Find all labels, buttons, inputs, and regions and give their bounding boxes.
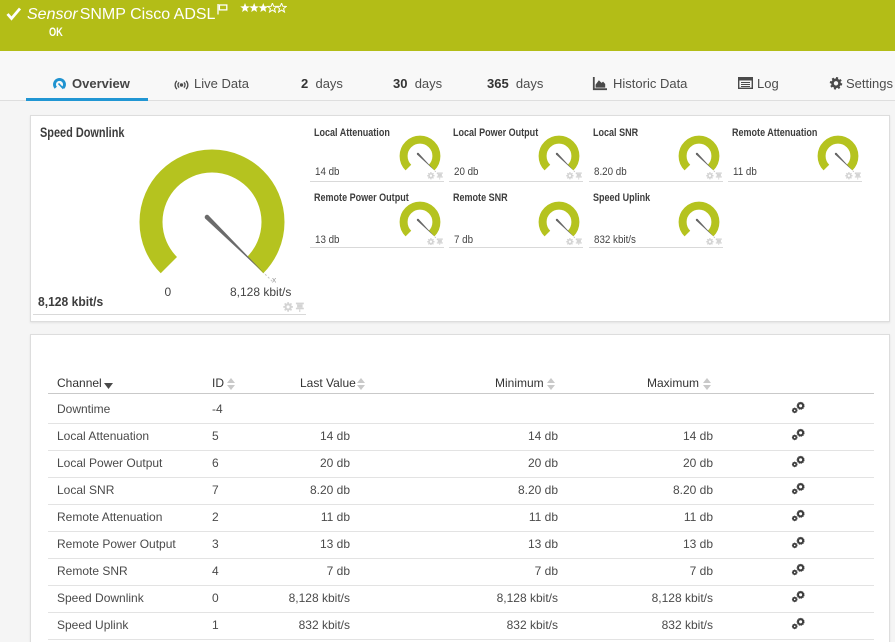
svg-text:x: x	[272, 275, 277, 285]
